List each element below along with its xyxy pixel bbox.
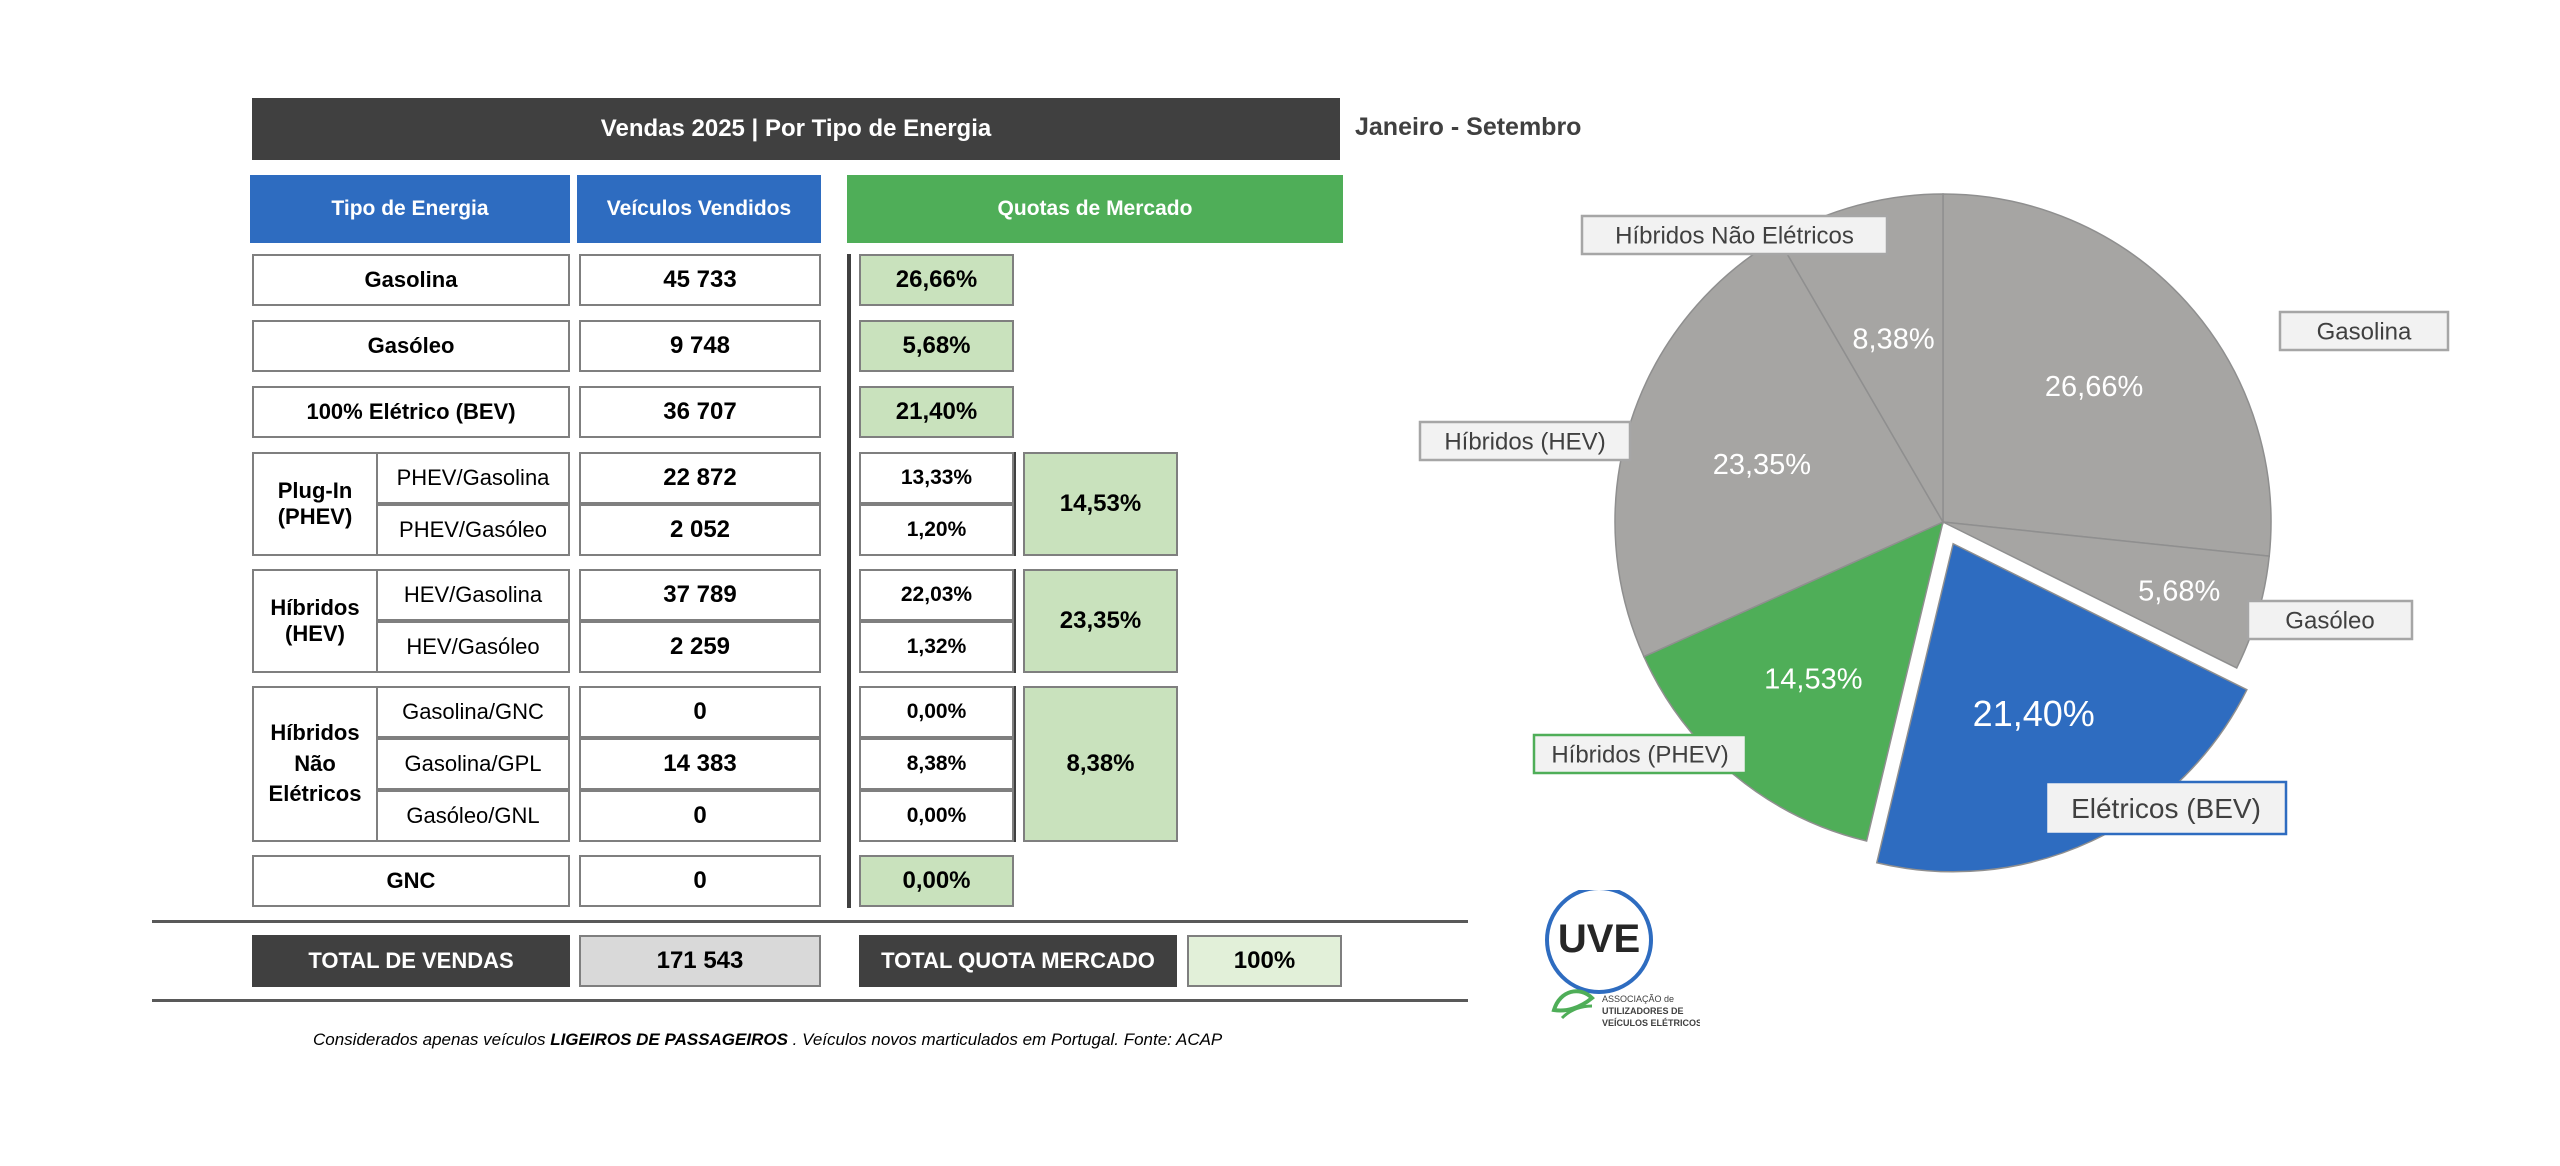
footnote: Considerados apenas veículos LIGEIROS DE… — [313, 1030, 1222, 1050]
header-sold: Veículos Vendidos — [577, 175, 821, 243]
share-hev-total: 23,35% — [1023, 569, 1178, 673]
share-phev-gasoleo: 1,20% — [859, 504, 1014, 556]
share-bev: 21,40% — [859, 386, 1014, 438]
uve-logo: UVE ASSOCIAÇÃO de UTILIZADORES DE VEÍCUL… — [1540, 886, 1702, 1040]
sub-label-hne-gnc: Gasolina/GNC — [376, 686, 570, 738]
sold-hev-gasolina: 37 789 — [579, 569, 821, 621]
pie-category-box-5 — [1580, 214, 1889, 256]
leaf-icon — [1551, 989, 1595, 1013]
pie-category-label-1: Gasóleo — [2285, 608, 2374, 635]
divider-top — [152, 920, 1468, 923]
group-label-phev: Plug-In (PHEV) — [252, 452, 378, 556]
share-hne-gnl: 0,00% — [859, 790, 1014, 842]
pie-category-box-0 — [2278, 310, 2450, 352]
pie-category-label-3: Híbridos (PHEV) — [1551, 742, 1728, 769]
share-phev-total: 14,53% — [1023, 452, 1178, 556]
row-label-gasoleo: Gasóleo — [252, 320, 570, 372]
group-label-hne: Híbridos Não Elétricos — [252, 686, 378, 842]
share-hne-total: 8,38% — [1023, 686, 1178, 842]
pie-value-labels: 26,66% 5,68% 21,40% 14,53% 23,35% 8,38% — [1713, 323, 2221, 734]
header-type: Tipo de Energia — [250, 175, 570, 243]
logo-line3: VEÍCULOS ELÉTRICOS — [1602, 1018, 1700, 1028]
share-gasolina: 26,66% — [859, 254, 1014, 306]
share-gnc: 0,00% — [859, 855, 1014, 907]
row-label-gnc: GNC — [252, 855, 570, 907]
sold-phev-gasolina: 22 872 — [579, 452, 821, 504]
share-hne-gpl: 8,38% — [859, 738, 1014, 790]
sub-label-phev-gasolina: PHEV/Gasolina — [376, 452, 570, 504]
share-hev-gasolina: 22,03% — [859, 569, 1014, 621]
separator-line — [847, 254, 851, 908]
sub-label-hev-gasoleo: HEV/Gasóleo — [376, 621, 570, 673]
pie-category-box-2 — [2044, 780, 2288, 836]
pie-slice-0 — [1942, 193, 2272, 557]
logo-line1: ASSOCIAÇÃO de — [1602, 994, 1674, 1004]
pie-value-label-3: 14,53% — [1764, 664, 1862, 696]
sold-gasolina: 45 733 — [579, 254, 821, 306]
sub-label-hne-gnl: Gasóleo/GNL — [376, 790, 570, 842]
pie-category-label-2: Elétricos (BEV) — [2071, 793, 2261, 824]
separator-line — [1012, 569, 1016, 673]
pie-value-label-0: 26,66% — [2045, 371, 2143, 403]
pie-value-label-4: 23,35% — [1713, 449, 1811, 481]
pie-category-label-4: Híbridos (HEV) — [1444, 429, 1605, 456]
total-share-label: TOTAL QUOTA MERCADO — [859, 935, 1177, 987]
sold-hne-gnc: 0 — [579, 686, 821, 738]
pie-value-label-1: 5,68% — [2138, 576, 2220, 608]
pie-category-box-3 — [1532, 733, 1748, 775]
separator-line — [1012, 452, 1016, 556]
uve-logo-graphic: UVE ASSOCIAÇÃO de UTILIZADORES DE VEÍCUL… — [1545, 886, 1702, 1028]
row-label-gasolina: Gasolina — [252, 254, 570, 306]
page-title: Vendas 2025 | Por Tipo de Energia — [600, 115, 992, 142]
total-sales-value: 171 543 — [579, 935, 821, 987]
separator-line — [1012, 686, 1016, 842]
share-hne-gnc: 0,00% — [859, 686, 1014, 738]
sub-label-hne-gpl: Gasolina/GPL — [376, 738, 570, 790]
title-bar: Vendas 2025 | Por Tipo de Energia — [252, 98, 1340, 160]
sold-bev: 36 707 — [579, 386, 821, 438]
footnote-pre: Considerados apenas veículos — [313, 1030, 551, 1049]
footnote-bold: LIGEIROS DE PASSAGEIROS — [550, 1030, 788, 1049]
period-label: Janeiro - Setembro — [1355, 113, 1582, 141]
total-share-value: 100% — [1187, 935, 1342, 987]
header-share: Quotas de Mercado — [847, 175, 1343, 243]
share-hev-gasoleo: 1,32% — [859, 621, 1014, 673]
sold-phev-gasoleo: 2 052 — [579, 504, 821, 556]
pie-category-label-0: Gasolina — [2317, 319, 2412, 346]
sold-hne-gnl: 0 — [579, 790, 821, 842]
pie-category-labels: Gasolina Gasóleo Elétricos (BEV) Híbridos (… — [1418, 214, 2450, 836]
pie-chart: 26,66% 5,68% 21,40% 14,53% 23,35% 8,38% Gasol… — [1418, 193, 2450, 873]
divider-bottom — [152, 999, 1468, 1002]
share-phev-gasolina: 13,33% — [859, 452, 1014, 504]
group-label-hev: Híbridos (HEV) — [252, 569, 378, 673]
pie-category-label-5: Híbridos Não Elétricos — [1615, 223, 1854, 250]
sub-label-hev-gasolina: HEV/Gasolina — [376, 569, 570, 621]
sold-gnc: 0 — [579, 855, 821, 907]
leaf-stem-icon — [1560, 1004, 1593, 1020]
pie-category-box-4 — [1418, 420, 1632, 462]
share-gasoleo: 5,68% — [859, 320, 1014, 372]
footnote-post: . Veículos novos marticulados em Portuga… — [787, 1030, 1223, 1049]
sold-hne-gpl: 14 383 — [579, 738, 821, 790]
sold-gasoleo: 9 748 — [579, 320, 821, 372]
pie-value-label-2: 21,40% — [1973, 693, 2095, 734]
pie-category-box-1 — [2246, 599, 2414, 641]
total-sales-label: TOTAL DE VENDAS — [252, 935, 570, 987]
logo-mark: UVE — [1558, 917, 1640, 961]
pie-value-label-5: 8,38% — [1852, 323, 1934, 355]
sold-hev-gasoleo: 2 259 — [579, 621, 821, 673]
row-label-bev: 100% Elétrico (BEV) — [252, 386, 570, 438]
logo-line2: UTILIZADORES DE — [1602, 1006, 1684, 1016]
sub-label-phev-gasoleo: PHEV/Gasóleo — [376, 504, 570, 556]
